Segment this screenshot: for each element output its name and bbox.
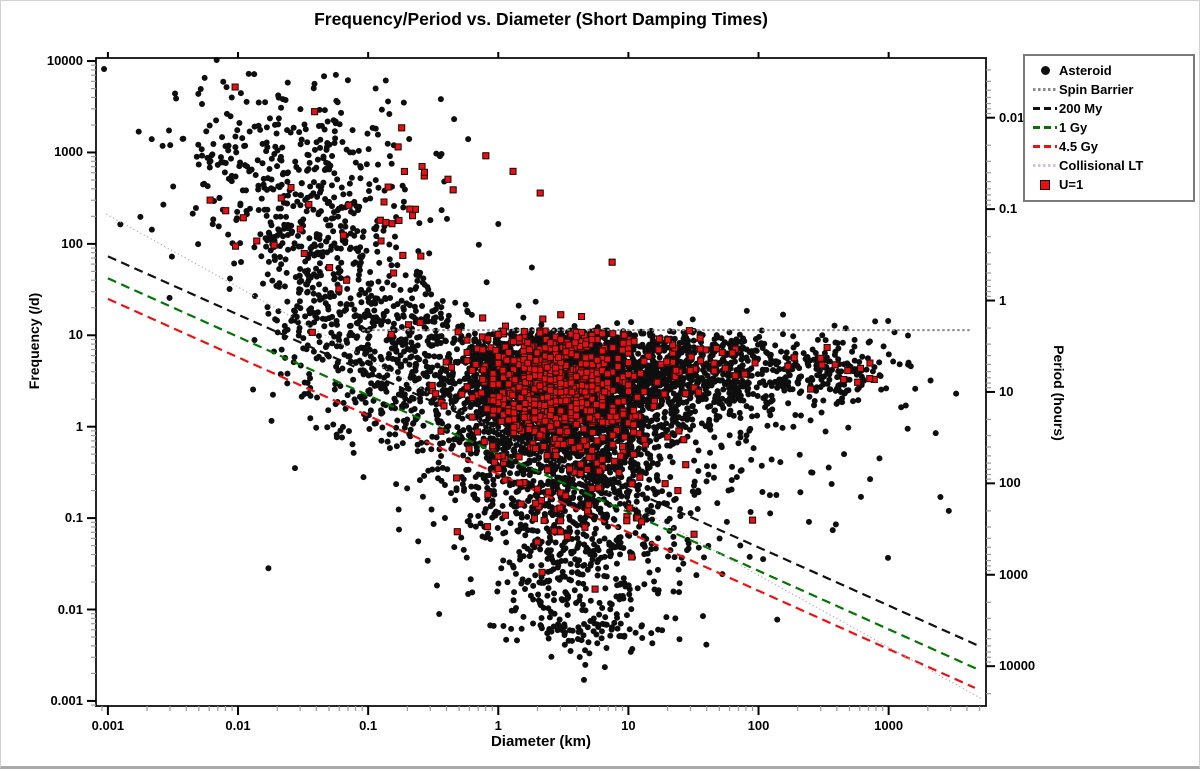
- legend-label-u-1: U=1: [1059, 177, 1084, 192]
- x-tick-label: 10: [621, 718, 636, 733]
- legend-label-1-gy: 1 Gy: [1059, 120, 1088, 135]
- legend-item-200-my: 200 My: [1031, 99, 1187, 118]
- y-right-tick-label: 1000: [999, 566, 1028, 582]
- legend-marker-asteroid-icon: [1040, 66, 1050, 75]
- y-left-tick-label: 1: [75, 418, 83, 434]
- legend-label-spin-barrier: Spin Barrier: [1059, 82, 1134, 97]
- legend-item-collisional-lt: Collisional LT: [1031, 156, 1187, 175]
- legend-item-asteroid: Asteroid: [1031, 61, 1187, 80]
- y-left-tick-label: 10000: [46, 53, 83, 69]
- y-left-tick-label: 0.001: [50, 692, 83, 708]
- legend-item-4-5-gy: 4.5 Gy: [1031, 137, 1187, 156]
- legend-item-u-1: U=1: [1031, 175, 1187, 194]
- y-left-tick-label: 10: [68, 327, 83, 343]
- y-right-tick-label: 100: [999, 475, 1021, 491]
- y-left-tick-label: 0.01: [57, 601, 83, 617]
- y-axis-left-label: Frequency (/d): [26, 292, 42, 390]
- y-right-tick-label: 0.01: [999, 109, 1025, 125]
- x-axis-label: Diameter (km): [490, 733, 592, 750]
- x-tick-label: 0.1: [359, 718, 378, 733]
- legend-label-200-my: 200 My: [1059, 101, 1103, 116]
- x-tick-label: 1000: [874, 718, 904, 733]
- legend-marker-200-my-line: [1033, 107, 1057, 110]
- legend-label-asteroid: Asteroid: [1059, 63, 1112, 78]
- y-axis-right-label: Period (hours): [1051, 345, 1067, 441]
- chart-title: Frequency/Period vs. Diameter (Short Dam…: [314, 9, 768, 29]
- x-tick-label: 1: [494, 718, 502, 733]
- y-right-tick-label: 10000: [999, 658, 1036, 674]
- legend-item-1-gy: 1 Gy: [1031, 118, 1187, 137]
- legend-marker-collisional-lt-line: [1033, 164, 1057, 167]
- x-tick-label: 100: [747, 718, 770, 733]
- legend-marker-spin-barrier-line: [1033, 88, 1057, 91]
- y-left-tick-label: 0.1: [64, 510, 83, 526]
- legend-marker-u-1-icon: [1040, 179, 1050, 190]
- legend-label-collisional-lt: Collisional LT: [1059, 158, 1144, 173]
- y-left-tick-label: 1000: [54, 144, 83, 160]
- y-right-tick-label: 0.1: [999, 201, 1018, 217]
- legend-marker-1-gy-line: [1033, 126, 1057, 129]
- legend: Asteroid Spin Barrier 200 My 1 Gy 4.5 Gy Coll…: [1023, 54, 1195, 202]
- x-tick-label: 0.01: [225, 718, 251, 733]
- y-left-tick-label: 100: [61, 235, 83, 251]
- legend-label-4-5-gy: 4.5 Gy: [1059, 139, 1099, 154]
- y-right-tick-label: 10: [999, 383, 1014, 399]
- legend-item-spin-barrier: Spin Barrier: [1031, 80, 1187, 99]
- y-right-tick-label: 1: [999, 292, 1007, 308]
- legend-marker-4-5-gy-line: [1033, 145, 1057, 148]
- x-tick-label: 0.001: [91, 718, 125, 733]
